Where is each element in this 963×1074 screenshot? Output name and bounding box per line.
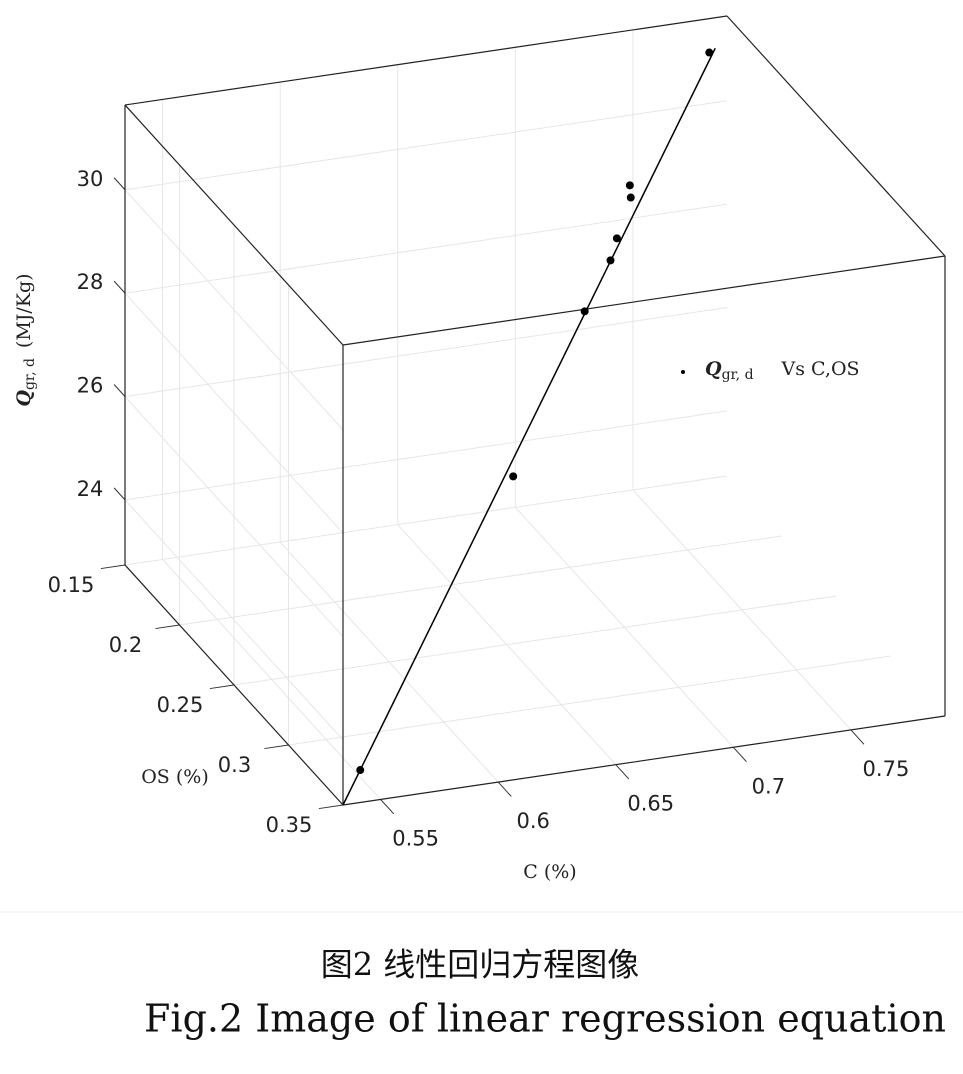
- box-edge: [726, 15, 946, 257]
- grid-line: [233, 595, 837, 686]
- legend: Qgr, d Vs C,OS: [672, 348, 944, 394]
- tick-mark: [380, 799, 395, 815]
- data-point: [625, 181, 634, 190]
- grid-line: [124, 396, 344, 637]
- tick-mark: [209, 684, 235, 690]
- box-edge: [124, 104, 344, 346]
- tick-mark: [264, 744, 289, 750]
- caption-cn: 图2 线性回归方程图像: [321, 946, 640, 984]
- grid-line: [124, 475, 728, 566]
- tick-mark: [113, 177, 126, 191]
- tick-mark: [497, 781, 512, 797]
- tick-mark: [100, 564, 126, 570]
- y-tick-label: 0.3: [218, 753, 251, 777]
- y-tick-label: 0.35: [266, 813, 313, 837]
- z-tick-label: 24: [77, 477, 104, 501]
- grid-line: [124, 307, 728, 398]
- tick-mark: [113, 487, 126, 501]
- data-point: [612, 234, 621, 243]
- grid-line: [288, 655, 891, 746]
- data-point: [580, 307, 589, 316]
- tick-mark: [113, 384, 126, 397]
- tick-mark: [615, 764, 630, 780]
- y-tick-label: 0.2: [109, 633, 142, 657]
- grid-line: [124, 499, 344, 741]
- box-edge: [124, 15, 728, 106]
- legend-label: Qgr, d Vs C,OS: [705, 358, 860, 383]
- grid-line: [124, 100, 728, 191]
- z-label-subscript: gr, d: [22, 358, 38, 390]
- caption-en: Fig.2 Image of linear regression equatio…: [144, 997, 946, 1041]
- legend-marker: [681, 370, 685, 374]
- x-tick-label: 0.7: [752, 774, 785, 798]
- fit-line: [342, 47, 716, 806]
- grid-line: [179, 535, 782, 626]
- legend-text: Vs C,OS: [781, 358, 860, 380]
- tick-mark: [850, 729, 865, 745]
- data-point: [356, 766, 365, 775]
- z-label-symbol: Q: [13, 390, 35, 407]
- grid-line: [124, 410, 728, 501]
- y-tick-label: 0.15: [48, 573, 95, 597]
- tick-mark: [155, 624, 180, 630]
- x-tick-label: 0.65: [627, 792, 674, 816]
- legend-box: [672, 348, 944, 394]
- x-tick-label: 0.75: [863, 757, 910, 781]
- tick-mark: [732, 746, 747, 763]
- grid-line: [124, 203, 728, 294]
- grid-line: [124, 189, 344, 431]
- z-label-unit: (MJ/Kg): [13, 273, 35, 348]
- box-edge: [342, 255, 946, 346]
- x-tick-label: 0.55: [392, 826, 439, 850]
- y-tick-label: 0.25: [157, 693, 204, 717]
- tick-mark: [113, 280, 126, 294]
- plot-area: [0, 0, 963, 912]
- grid-line: [124, 292, 344, 534]
- z-tick-label: 28: [77, 270, 104, 294]
- z-tick-label: 26: [77, 374, 104, 398]
- tick-mark: [318, 804, 344, 810]
- data-point: [606, 256, 615, 265]
- y-axis-label: OS (%): [141, 766, 209, 788]
- box-edge: [342, 715, 946, 806]
- z-axis-label: Qgr, d (MJ/Kg): [13, 273, 38, 406]
- x-axis-label: C (%): [523, 861, 576, 883]
- data-point: [705, 48, 714, 57]
- box-edge: [124, 564, 344, 806]
- data-point: [509, 472, 518, 481]
- legend-subscript: gr, d: [722, 367, 754, 383]
- z-tick-label: 30: [77, 167, 104, 191]
- legend-symbol: Q: [705, 358, 722, 380]
- data-point: [626, 193, 635, 202]
- x-tick-label: 0.6: [517, 809, 550, 833]
